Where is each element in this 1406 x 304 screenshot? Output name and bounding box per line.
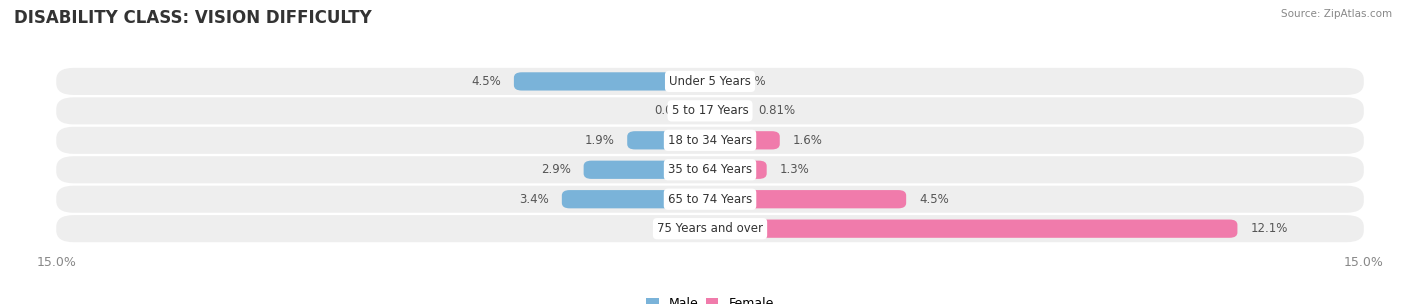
Text: 0.0%: 0.0% bbox=[654, 104, 683, 117]
FancyBboxPatch shape bbox=[710, 219, 1237, 238]
Text: 75 Years and over: 75 Years and over bbox=[657, 222, 763, 235]
FancyBboxPatch shape bbox=[56, 186, 1364, 213]
FancyBboxPatch shape bbox=[562, 190, 710, 208]
Text: 65 to 74 Years: 65 to 74 Years bbox=[668, 193, 752, 206]
FancyBboxPatch shape bbox=[56, 97, 1364, 124]
Legend: Male, Female: Male, Female bbox=[641, 292, 779, 304]
FancyBboxPatch shape bbox=[710, 102, 745, 120]
Text: 5 to 17 Years: 5 to 17 Years bbox=[672, 104, 748, 117]
Text: DISABILITY CLASS: VISION DIFFICULTY: DISABILITY CLASS: VISION DIFFICULTY bbox=[14, 9, 371, 27]
Text: Under 5 Years: Under 5 Years bbox=[669, 75, 751, 88]
FancyBboxPatch shape bbox=[627, 131, 710, 150]
FancyBboxPatch shape bbox=[710, 190, 905, 208]
Text: 4.5%: 4.5% bbox=[471, 75, 501, 88]
Text: 12.1%: 12.1% bbox=[1250, 222, 1288, 235]
Text: 0.81%: 0.81% bbox=[758, 104, 796, 117]
Text: 35 to 64 Years: 35 to 64 Years bbox=[668, 163, 752, 176]
FancyBboxPatch shape bbox=[697, 102, 710, 120]
FancyBboxPatch shape bbox=[56, 127, 1364, 154]
FancyBboxPatch shape bbox=[56, 156, 1364, 183]
FancyBboxPatch shape bbox=[56, 215, 1364, 242]
Text: 1.6%: 1.6% bbox=[793, 134, 823, 147]
Text: Source: ZipAtlas.com: Source: ZipAtlas.com bbox=[1281, 9, 1392, 19]
Text: 3.4%: 3.4% bbox=[519, 193, 548, 206]
FancyBboxPatch shape bbox=[710, 131, 780, 150]
Text: 0.0%: 0.0% bbox=[654, 222, 683, 235]
FancyBboxPatch shape bbox=[697, 219, 710, 238]
Text: 2.9%: 2.9% bbox=[541, 163, 571, 176]
FancyBboxPatch shape bbox=[56, 68, 1364, 95]
Text: 0.0%: 0.0% bbox=[737, 75, 766, 88]
FancyBboxPatch shape bbox=[710, 161, 766, 179]
FancyBboxPatch shape bbox=[583, 161, 710, 179]
Text: 18 to 34 Years: 18 to 34 Years bbox=[668, 134, 752, 147]
Text: 1.3%: 1.3% bbox=[780, 163, 810, 176]
Text: 4.5%: 4.5% bbox=[920, 193, 949, 206]
FancyBboxPatch shape bbox=[515, 72, 710, 91]
Text: 1.9%: 1.9% bbox=[585, 134, 614, 147]
FancyBboxPatch shape bbox=[710, 72, 723, 91]
